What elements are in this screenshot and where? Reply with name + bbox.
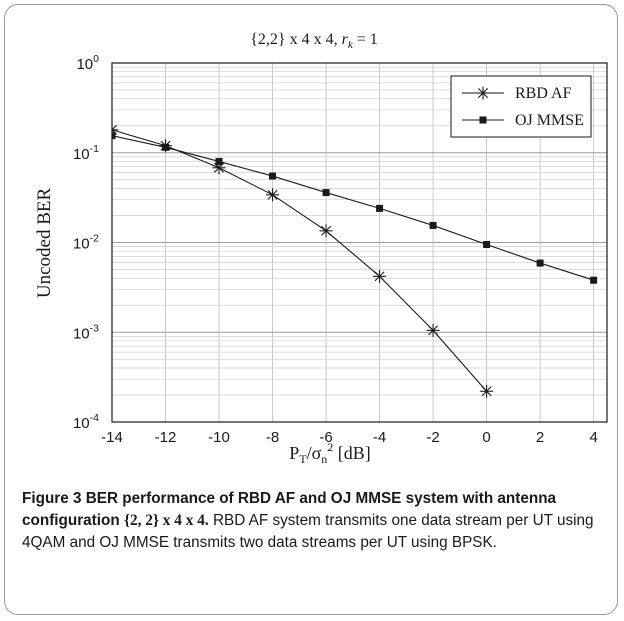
tick-labels: -14 -12 -10 -8 -6 -4 -2 0 2 4 100 10-1 10-2 10-3 10-4 xyxy=(73,53,598,446)
x-tick-label: 0 xyxy=(482,429,490,446)
y-tick-label: 10-4 xyxy=(73,412,99,432)
asterisk-stroke xyxy=(481,386,492,397)
legend: RBD AF OJ MMSE xyxy=(450,75,592,138)
x-tick-label: -2 xyxy=(426,429,439,446)
caption-figure-label: Figure 3 xyxy=(22,490,82,507)
figure-caption: Figure 3 BER performance of RBD AF and O… xyxy=(22,488,612,554)
x-tick-label: -6 xyxy=(319,429,332,446)
legend-entry-rbd-af: RBD AF xyxy=(462,85,572,102)
x-tick-label: 4 xyxy=(589,429,597,446)
legend-marker xyxy=(476,86,490,100)
legend-swatch-rbd-af xyxy=(462,86,504,100)
asterisk-stroke xyxy=(478,88,488,98)
data-point-rbd-af xyxy=(266,188,280,202)
x-axis-label: PT/σn2 [dB] xyxy=(289,440,371,466)
y-axis-label: Uncoded BER xyxy=(34,188,55,299)
series-line-oj-mmse xyxy=(112,135,594,281)
data-point-oj-mmse xyxy=(590,276,598,284)
data-point-oj-mmse xyxy=(269,172,277,180)
y-tick-label: 10-1 xyxy=(73,143,99,163)
legend-entry-oj-mmse: OJ MMSE xyxy=(462,112,584,129)
legend-marker xyxy=(479,116,487,124)
x-tick-label: 2 xyxy=(536,429,544,446)
x-tick-label: -8 xyxy=(266,429,279,446)
data-point-rbd-af xyxy=(480,384,494,398)
plot-border xyxy=(111,62,608,423)
legend-label-oj-mmse: OJ MMSE xyxy=(515,112,584,129)
caption-body: RBD AF system transmits one data stream … xyxy=(22,512,594,551)
data-point-oj-mmse xyxy=(483,240,491,248)
data-point-oj-mmse xyxy=(536,259,544,267)
asterisk-stroke xyxy=(321,225,332,236)
y-tick-label: 100 xyxy=(76,53,99,73)
series-oj-mmse xyxy=(112,132,598,284)
legend-box xyxy=(450,75,592,138)
data-point-oj-mmse xyxy=(112,132,116,140)
asterisk-stroke xyxy=(267,189,278,200)
caption-title: BER performance of RBD AF and OJ MMSE sy… xyxy=(22,490,557,529)
x-tick-label: -4 xyxy=(373,429,386,446)
asterisk-stroke xyxy=(112,124,117,131)
x-tick-label: -12 xyxy=(155,429,177,446)
data-point-oj-mmse xyxy=(215,157,223,165)
plot-series xyxy=(112,123,598,398)
caption-title-math: {2, 2} x 4 x 4. xyxy=(123,512,209,529)
data-point-rbd-af xyxy=(373,269,387,283)
legend-label-rbd-af: RBD AF xyxy=(515,85,572,102)
x-tick-label: -10 xyxy=(208,429,230,446)
ber-chart: {2,2} x 4 x 4, rk = 1 -14 -12 -10 -8 -6 -4 -2 0… xyxy=(34,31,608,466)
x-tick-label: -14 xyxy=(101,429,123,446)
data-point-oj-mmse xyxy=(376,204,384,212)
y-tick-label: 10-3 xyxy=(73,322,99,342)
chart-title: {2,2} x 4 x 4, rk = 1 xyxy=(250,31,378,51)
data-point-rbd-af xyxy=(426,323,440,337)
y-tick-label: 10-2 xyxy=(73,233,99,253)
data-point-oj-mmse xyxy=(162,143,170,151)
data-point-oj-mmse xyxy=(429,221,437,229)
asterisk-stroke xyxy=(374,271,385,282)
data-point-rbd-af xyxy=(319,224,333,238)
asterisk-stroke xyxy=(428,325,439,336)
series-rbd-af xyxy=(112,123,494,398)
legend-swatch-oj-mmse xyxy=(462,116,504,124)
data-point-oj-mmse xyxy=(322,189,330,197)
